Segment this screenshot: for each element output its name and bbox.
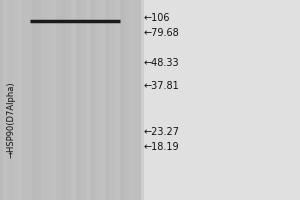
Text: ←106: ←106 [144,13,170,23]
Text: ←79.68: ←79.68 [144,28,180,38]
Text: →HSP90(D7Alpha): →HSP90(D7Alpha) [6,82,15,158]
Text: ←18.19: ←18.19 [144,142,180,152]
Bar [0,0,141,200]
Text: ←23.27: ←23.27 [144,127,180,137]
Text: ←48.33: ←48.33 [144,58,180,68]
Text: ←37.81: ←37.81 [144,81,180,91]
